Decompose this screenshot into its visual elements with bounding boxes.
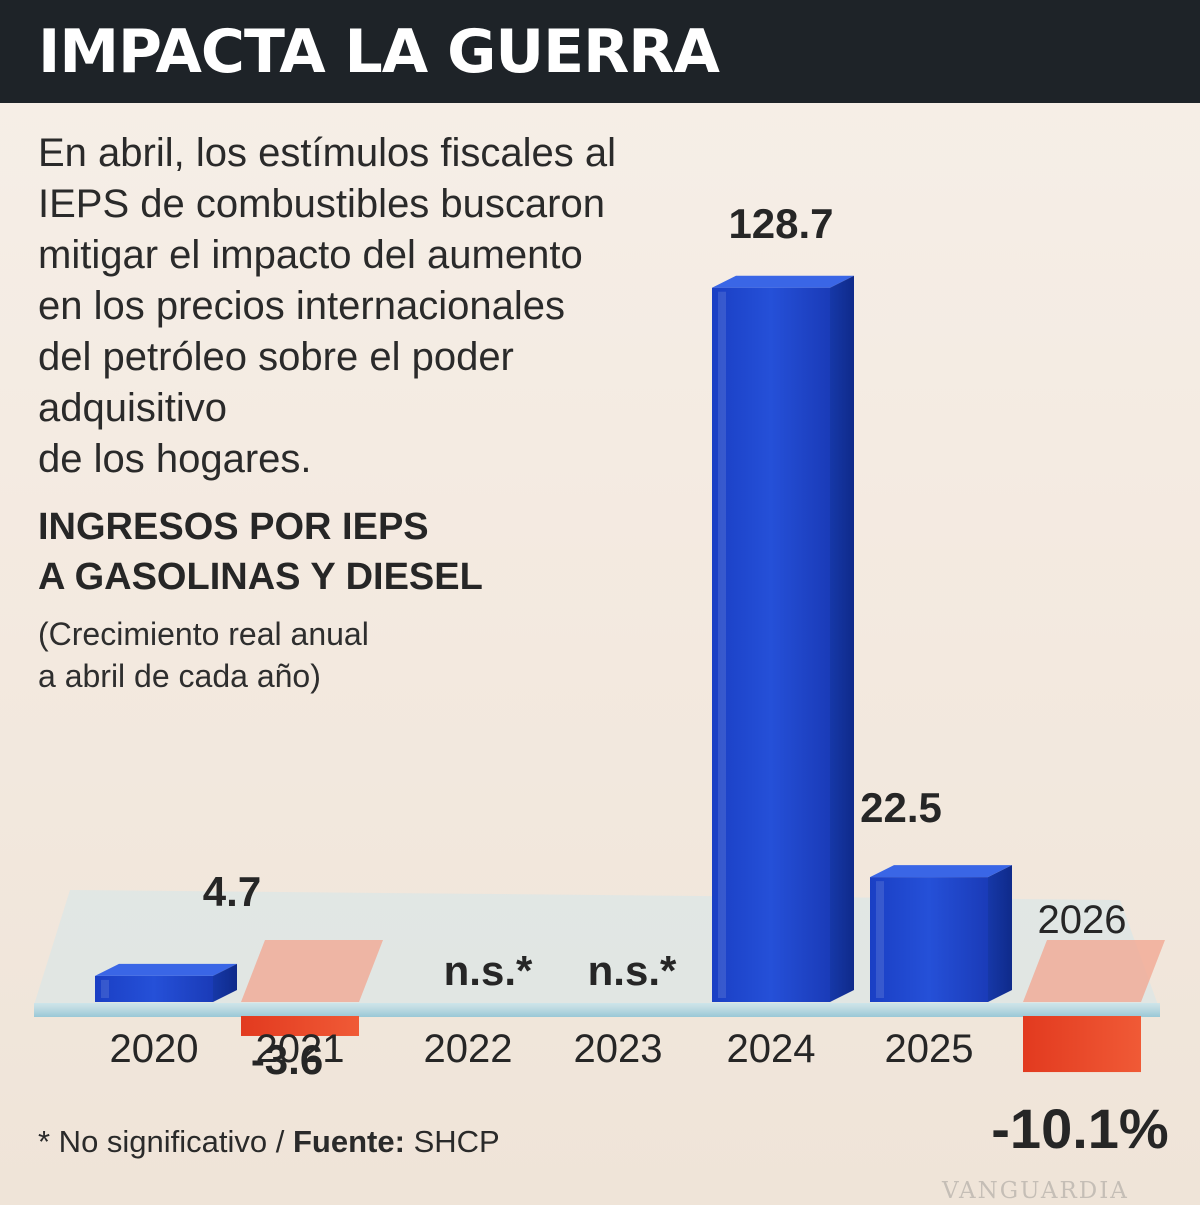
bar-shadow-2021 xyxy=(241,940,383,1002)
bar-highlight-2025 xyxy=(876,881,884,998)
bar-shadow-2026 xyxy=(1023,940,1165,1002)
page-title: IMPACTA LA GUERRA xyxy=(38,17,720,87)
intro-line: mitigar el impacto del aumento xyxy=(38,233,583,277)
bar-2020 xyxy=(95,975,213,1002)
footnote-source: SHCP xyxy=(413,1124,500,1159)
bar-side-2024 xyxy=(830,275,854,1003)
intro-line: IEPS de combustibles buscaron xyxy=(38,182,605,226)
category-label-2023: 2023 xyxy=(574,1027,663,1071)
bar-highlight-2020 xyxy=(101,979,109,998)
value-label-2023: n.s.* xyxy=(588,947,677,994)
value-label-2021: -3.6 xyxy=(251,1036,323,1083)
category-label-2026: 2026 xyxy=(1038,898,1127,942)
baseline-edge xyxy=(34,1003,1160,1017)
category-label-2024: 2024 xyxy=(727,1027,816,1071)
footnote-source-label: Fuente: xyxy=(293,1124,405,1159)
bar-highlight-2024 xyxy=(718,291,726,999)
value-label-2024: 128.7 xyxy=(728,200,833,247)
bar-2024 xyxy=(712,287,830,1003)
chart-title-line: INGRESOS POR IEPS xyxy=(38,506,429,548)
intro-line: En abril, los estímulos fiscales al xyxy=(38,131,617,175)
bar-top-2025 xyxy=(870,865,1012,878)
value-label-2020: 4.7 xyxy=(203,868,261,915)
chart-title-line: A GASOLINAS Y DIESEL xyxy=(38,556,483,598)
category-label-2020: 2020 xyxy=(110,1027,199,1071)
bar-2025 xyxy=(870,877,988,1002)
bar-side-2025 xyxy=(988,865,1012,1002)
category-label-2021: 2021 xyxy=(256,1027,345,1071)
footnote-separator: / xyxy=(267,1124,293,1159)
value-label-2022: n.s.* xyxy=(444,947,533,994)
category-label-2025: 2025 xyxy=(885,1027,974,1071)
chart-subtitle-line: (Crecimiento real anual xyxy=(38,616,369,652)
bar-2021 xyxy=(241,1016,359,1036)
category-label-2022: 2022 xyxy=(424,1027,513,1071)
footnote-note: * No significativo xyxy=(38,1124,268,1159)
intro-line: de los hogares. xyxy=(38,437,312,481)
bar-2026 xyxy=(1023,1016,1141,1073)
footnote: * No significativo / Fuente: SHCP xyxy=(38,1122,500,1162)
watermark-logo: VANGUARDIA xyxy=(942,1178,1129,1204)
chart-subtitle: (Crecimiento real anual a abril de cada a… xyxy=(38,613,458,697)
value-label-2026: -10.1% xyxy=(991,1097,1168,1160)
chart-subtitle-line: a abril de cada año) xyxy=(38,658,321,694)
value-label-2025: 22.5 xyxy=(860,784,942,831)
bar-top-2024 xyxy=(712,275,854,288)
bar-side-2020 xyxy=(213,963,237,1002)
header-bar: IMPACTA LA GUERRA xyxy=(0,0,1200,103)
intro-line: en los precios internacionales xyxy=(38,284,565,328)
intro-text: En abril, los estímulos fiscales al IEPS … xyxy=(38,128,638,485)
bar-top-2020 xyxy=(95,963,237,976)
intro-line: del petróleo sobre el poder xyxy=(38,335,514,379)
intro-line: adquisitivo xyxy=(38,386,228,430)
chart-title: INGRESOS POR IEPS A GASOLINAS Y DIESEL xyxy=(38,502,598,602)
